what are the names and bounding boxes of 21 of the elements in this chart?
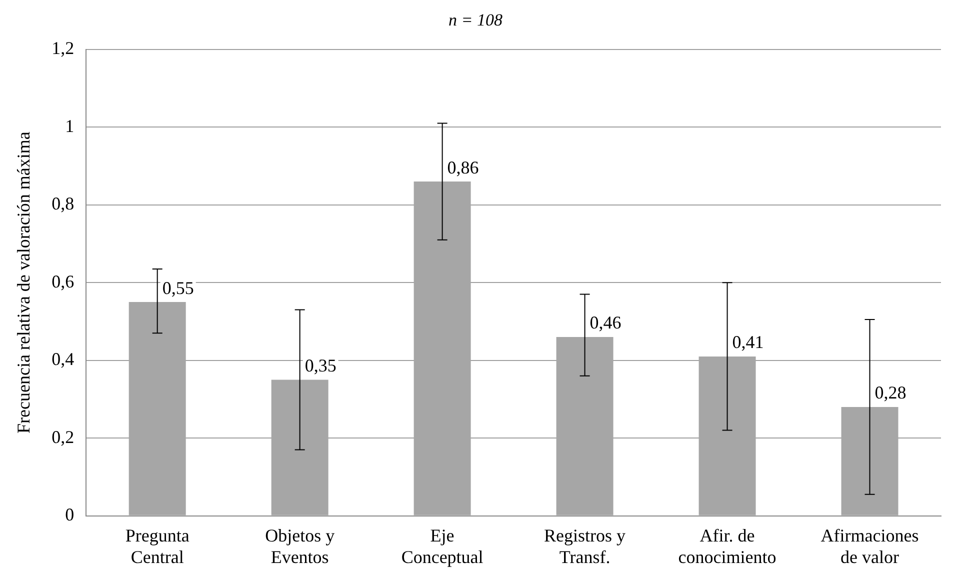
data-label: 0,28 (874, 382, 906, 403)
x-tick-label: Afir. de conocimiento (678, 525, 776, 567)
chart-title: n = 108 (448, 10, 503, 30)
data-label: 0,41 (732, 332, 764, 352)
y-tick-label: 0,8 (52, 194, 74, 214)
x-tick-label: Registros y Transf. (544, 525, 626, 567)
y-tick-label: 1,2 (52, 38, 74, 58)
data-label: 0,55 (162, 278, 194, 298)
x-tick-label: Eje Conceptual (401, 525, 484, 567)
y-tick-label: 0,2 (52, 426, 74, 447)
x-tick-label: Pregunta Central (125, 525, 190, 567)
y-axis-title: Frecuencia relativa de valoración máxima (14, 132, 34, 434)
data-label: 0,46 (590, 312, 622, 333)
x-tick-label: Afirmaciones de valor (820, 525, 919, 567)
y-tick-label: 0,6 (52, 271, 74, 292)
y-tick-label: 1 (65, 116, 74, 136)
x-tick-label: Objetos y Eventos (265, 525, 335, 567)
data-label: 0,86 (447, 157, 479, 178)
data-label: 0,35 (304, 356, 336, 376)
y-tick-label: 0 (65, 504, 74, 525)
y-tick-label: 0,4 (52, 349, 74, 370)
